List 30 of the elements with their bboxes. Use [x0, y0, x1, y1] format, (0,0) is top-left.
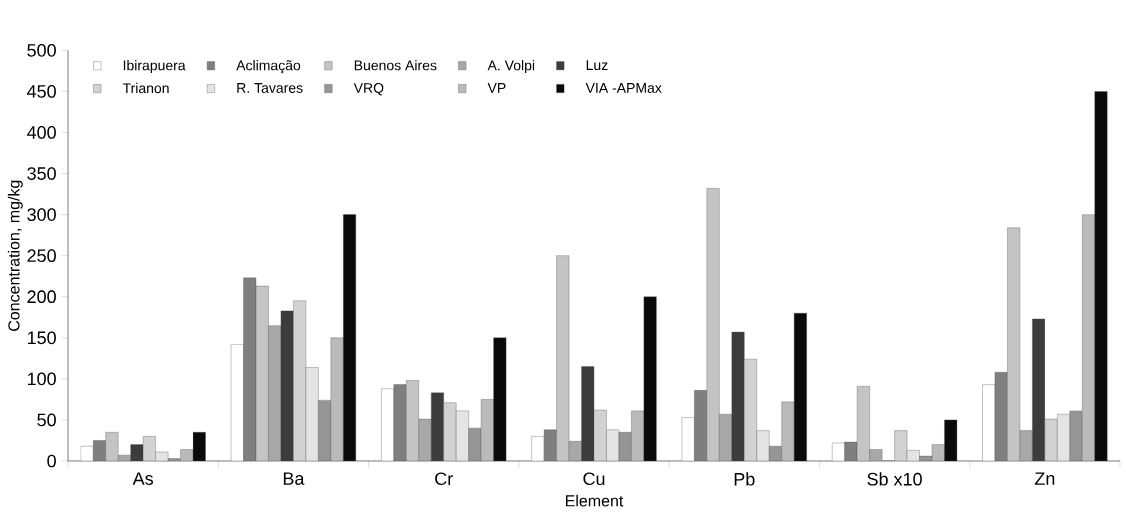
y-axis-title: Concentration, mg/kg [7, 180, 23, 331]
legend-label: Buenos Aires [354, 60, 437, 71]
y-tick-label: 500 [27, 43, 56, 57]
y-tick-label: 250 [27, 249, 56, 263]
x-tick-label: Zn [1034, 472, 1055, 485]
x-tick-label: Ba [283, 472, 305, 485]
legend-label: VRQ [353, 83, 384, 96]
legend-label: Luz [586, 60, 608, 71]
y-tick-label: 350 [27, 167, 56, 180]
legend-label: Ibirapuera [123, 60, 186, 74]
legend-label: Aclimação [236, 60, 301, 74]
legend-label: Trianon [122, 82, 169, 94]
y-tick-label: 450 [27, 85, 56, 98]
y-tick-label: 150 [27, 331, 56, 345]
y-tick-label: 50 [37, 413, 56, 427]
legend-label: VP [487, 83, 506, 93]
legend-label: VIA -APMax [585, 83, 662, 93]
y-tick-label: 200 [27, 290, 56, 304]
legend-label: R. Tavares [237, 83, 303, 93]
x-tick-label: Cr [435, 472, 453, 486]
y-tick-label: 400 [27, 126, 56, 139]
y-tick-label: 100 [27, 372, 56, 386]
x-axis-title: Element [565, 494, 624, 507]
x-tick-label: As [132, 472, 153, 485]
legend-label: A. Volpi [487, 60, 535, 74]
x-tick-label: Sb x10 [867, 472, 922, 486]
y-tick-label: 0 [47, 454, 56, 468]
x-tick-label: Cu [583, 472, 605, 486]
y-tick-label: 300 [27, 208, 56, 221]
x-tick-label: Pb [734, 472, 755, 486]
